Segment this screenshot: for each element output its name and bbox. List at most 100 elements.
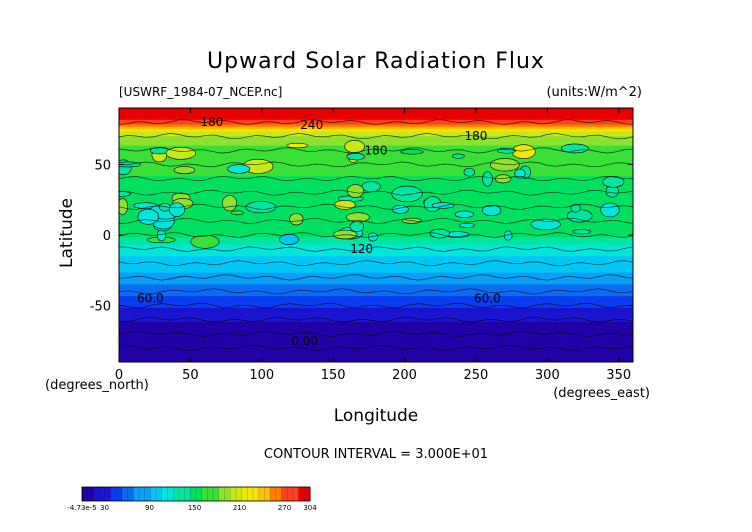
latitude-band [119, 300, 633, 304]
contour-patch [452, 153, 465, 159]
contour-line [119, 274, 633, 281]
colorbar-cell [224, 487, 231, 501]
contour-line [119, 302, 633, 309]
latitude-band [119, 277, 633, 281]
latitude-band [119, 223, 633, 227]
contour-patch [349, 221, 365, 233]
y-unit-label: (degrees_north) [45, 378, 149, 393]
colorbar-cell [144, 487, 151, 501]
contour-patch [503, 230, 513, 241]
colorbar-cell [167, 487, 174, 501]
latitude-band [119, 338, 633, 342]
colorbar-cell [82, 487, 89, 501]
latitude-band [119, 209, 633, 213]
contour-patch [600, 202, 620, 218]
contour-label: 60.0 [137, 292, 164, 306]
contour-line [119, 217, 633, 224]
latitude-band [119, 159, 633, 163]
latitude-band [119, 119, 633, 123]
latitude-band [119, 176, 633, 180]
colorbar-cell [99, 487, 106, 501]
latitude-band [119, 230, 633, 234]
contour-line [119, 288, 633, 295]
y-tick-label: 0 [103, 229, 111, 244]
colorbar-cell [150, 487, 157, 501]
contour-patch [119, 198, 128, 215]
contour-patch [391, 185, 423, 203]
latitude-band [119, 171, 633, 175]
latitude-band [119, 204, 633, 208]
latitude-band [119, 112, 633, 116]
latitude-band [119, 147, 633, 151]
colorbar-cell [156, 487, 163, 501]
latitude-band [119, 354, 633, 358]
y-tick-label: -50 [90, 300, 111, 315]
contour-patch [514, 168, 526, 179]
contour-label: 0.00 [291, 334, 318, 348]
latitude-band [119, 263, 633, 267]
colorbar-tick-label: 304 [303, 504, 317, 512]
contour-patch [431, 202, 455, 209]
latitude-band [119, 115, 633, 119]
contour-patch [496, 147, 517, 154]
contour-patch [463, 167, 476, 177]
x-tick-label: 150 [321, 368, 346, 383]
colorbar-cell [116, 487, 123, 501]
latitude-band [119, 220, 633, 224]
latitude-band [119, 117, 633, 121]
latitude-band [119, 331, 633, 335]
colorbar-cell [173, 487, 180, 501]
x-unit-label: (degrees_east) [553, 386, 650, 401]
contour-patch [289, 213, 304, 226]
contour-patch [481, 204, 502, 217]
contour-line [119, 232, 633, 238]
contour-patch [346, 212, 370, 223]
contour-patch [530, 218, 561, 231]
colorbar-tick-labels: -4.73e-5 30 90 150 210 270 304 [67, 504, 317, 512]
contour-patch [168, 202, 185, 217]
latitude-band [119, 225, 633, 229]
x-tick-label: 0 [115, 368, 123, 383]
colorbar-cell [207, 487, 214, 501]
colorbar-cell [178, 487, 186, 501]
colorbar-cell [258, 487, 265, 501]
latitude-band [119, 329, 633, 333]
latitude-band [119, 199, 633, 203]
latitude-band [119, 251, 633, 255]
contour-patch [560, 143, 589, 154]
latitude-band [119, 357, 633, 361]
x-tick-label: 100 [249, 368, 274, 383]
contour-interval-text: CONTOUR INTERVAL = 3.000E+01 [264, 447, 488, 462]
colorbar-cell [127, 487, 134, 501]
contour-patch [367, 232, 378, 242]
latitude-band [119, 108, 633, 111]
colorbar-cell [121, 487, 129, 501]
latitude-band [119, 131, 633, 135]
x-axis-ticks: 0 50 100 150 200 250 300 350 [115, 108, 631, 383]
colorbar-cell [104, 487, 111, 501]
latitude-band [119, 272, 633, 276]
latitude-band [119, 343, 633, 347]
contour-line [119, 330, 633, 337]
latitude-band [119, 227, 633, 231]
latitude-band [119, 244, 633, 248]
latitude-band [119, 143, 633, 147]
colorbar-cell [304, 487, 311, 501]
contour-patch [279, 233, 299, 245]
latitude-band [119, 303, 633, 307]
latitude-band [119, 282, 633, 285]
contour-patch [429, 228, 450, 239]
x-tick-label: 300 [535, 368, 560, 383]
colorbar [81, 486, 311, 502]
latitude-band [119, 359, 633, 362]
latitude-band [119, 178, 633, 182]
contour-line [119, 246, 633, 252]
contour-lines [119, 119, 633, 352]
latitude-band [119, 298, 633, 302]
latitude-band [119, 314, 633, 318]
x-tick-label: 350 [606, 368, 631, 383]
latitude-band [119, 293, 633, 297]
latitude-band [119, 157, 633, 161]
latitude-band [119, 216, 633, 220]
